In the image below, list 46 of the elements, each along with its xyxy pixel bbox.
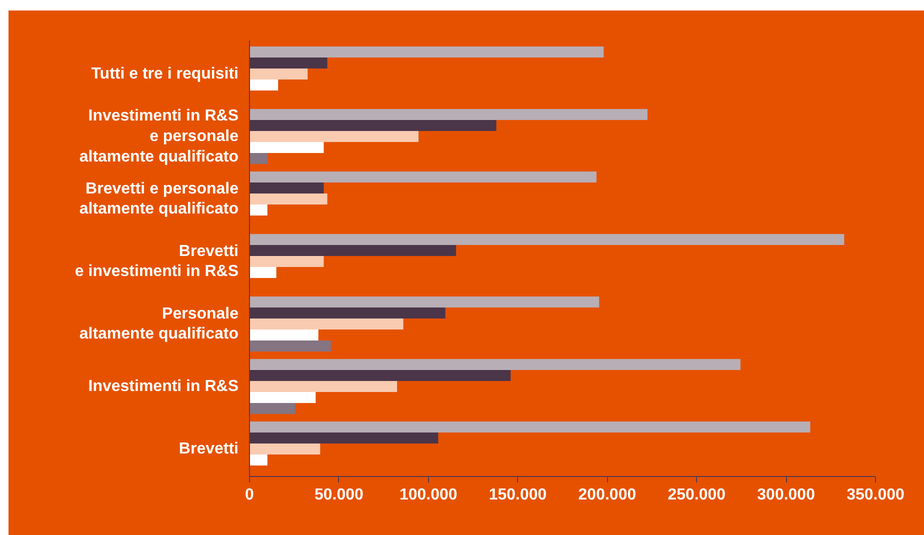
bar <box>250 245 456 256</box>
y-tick-label: Investimenti in R&S e personale altamente qualificato <box>79 108 239 166</box>
bar <box>250 172 596 182</box>
y-tick-label: Brevetti e personale altamente qualificato <box>79 180 239 218</box>
bar <box>250 403 296 414</box>
bar <box>250 296 600 308</box>
x-tick-label: 200.000 <box>578 486 636 504</box>
bar <box>250 68 308 80</box>
bar <box>250 46 604 58</box>
bar <box>250 330 318 340</box>
bar <box>250 432 438 444</box>
bar <box>250 131 419 142</box>
x-tick-label: 50.000 <box>314 486 364 504</box>
bar <box>250 153 268 164</box>
bar <box>250 422 810 432</box>
bar <box>250 182 324 194</box>
x-tick-label: 150.000 <box>488 486 547 504</box>
x-tick-label: 350.000 <box>846 486 905 504</box>
bar <box>250 359 740 370</box>
bar <box>250 444 320 454</box>
x-tick-label: 0 <box>245 486 254 504</box>
y-tick-label: Brevetti e investimenti in R&S <box>74 242 239 280</box>
bar <box>250 194 328 204</box>
bar <box>250 370 511 381</box>
bar <box>250 58 328 68</box>
bar <box>250 454 268 466</box>
bar <box>250 308 446 318</box>
bar <box>250 142 324 153</box>
bar <box>250 267 276 278</box>
bar <box>250 392 316 403</box>
x-tick-label: 100.000 <box>399 486 458 504</box>
bar <box>250 204 268 216</box>
y-tick-label: Brevetti <box>178 440 238 458</box>
bar <box>250 340 331 352</box>
x-tick-label: 250.000 <box>668 486 726 504</box>
bar <box>250 318 404 330</box>
y-tick-label: Investimenti in R&S <box>88 378 239 395</box>
bar <box>250 234 844 245</box>
bar <box>250 109 648 120</box>
y-tick-label: Tutti e tre i requisiti <box>91 66 239 82</box>
y-tick-label: Personale altamente qualificato <box>79 305 239 343</box>
bar <box>250 80 278 90</box>
bar <box>250 381 398 392</box>
bar <box>250 256 324 267</box>
x-tick-label: 300.000 <box>757 486 816 504</box>
bar <box>250 120 496 131</box>
